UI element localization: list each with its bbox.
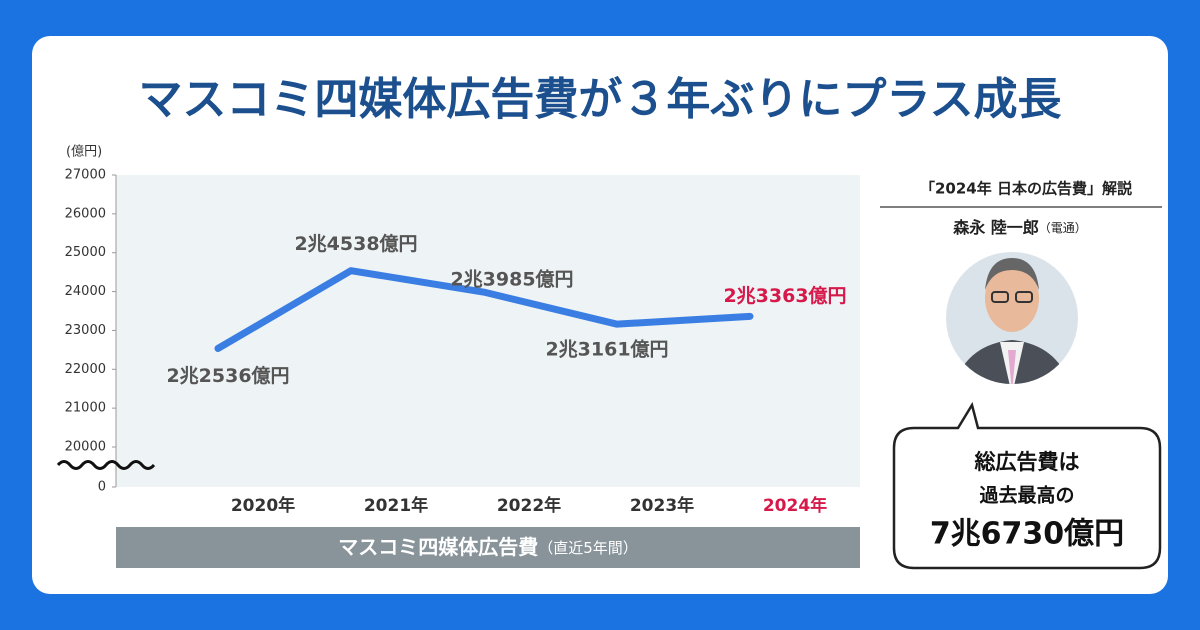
bubble-total: 7兆6730億円 — [930, 517, 1124, 552]
speech-bubble — [892, 401, 1162, 570]
bubble-line: 総広告費は — [974, 450, 1080, 474]
x-tick-label: 2021年 — [364, 495, 428, 516]
y-tick-label: 24000 — [65, 284, 106, 299]
x-tick-label: 2024年 — [763, 495, 827, 516]
y-tick-label: 20000 — [65, 440, 106, 455]
line — [214, 267, 754, 352]
plot-area — [116, 175, 860, 487]
plot: 0 20000 21000 22000 23000 24000 25000 26000 2700… — [65, 168, 860, 516]
y-tick-label: 0 — [98, 480, 106, 495]
y-tick-label: 22000 — [65, 362, 106, 377]
value-label: 2兆4538億円 — [294, 232, 417, 255]
hair — [985, 258, 1039, 290]
caption-bar — [116, 527, 860, 568]
value-label: 2兆3985億円 — [450, 268, 573, 291]
y-tick-label: 23000 — [65, 323, 106, 338]
caption: マスコミ四媒体広告費（直近5年間） — [338, 535, 638, 559]
caption-note: （直近5年間） — [538, 539, 638, 557]
y-tick-label: 27000 — [65, 168, 106, 183]
tie — [1008, 350, 1016, 384]
y-axis-label: (億円) — [66, 145, 102, 160]
glasses-left — [991, 291, 1009, 303]
value-label: 2兆2536億円 — [166, 364, 289, 387]
affiliation: （電通） — [1039, 221, 1087, 235]
bubble-line: 過去最高の — [979, 484, 1074, 507]
y-tick-label: 25000 — [65, 245, 106, 260]
y-tick-label: 21000 — [65, 401, 106, 416]
value-label: 2兆3161億円 — [545, 338, 668, 361]
face — [985, 264, 1039, 332]
axis-break — [56, 460, 156, 470]
x-tick-label: 2022年 — [497, 495, 561, 516]
portrait — [946, 252, 1078, 384]
title: マスコミ四媒体広告費が３年ぶりにプラス成長 — [138, 74, 1061, 125]
glasses-right — [1015, 291, 1033, 303]
value-label: 2兆3363億円 — [723, 284, 846, 307]
caption-main: マスコミ四媒体広告費 — [338, 535, 538, 559]
y-tick-label: 26000 — [65, 206, 106, 221]
author-line: 森永 陸一郎（電通） — [953, 218, 1087, 237]
x-tick-label: 2023年 — [630, 495, 694, 516]
author: 森永 陸一郎 — [953, 218, 1039, 237]
commentary-heading: 「2024年 日本の広告費」解説 — [920, 180, 1132, 198]
x-tick-label: 2020年 — [231, 495, 295, 516]
